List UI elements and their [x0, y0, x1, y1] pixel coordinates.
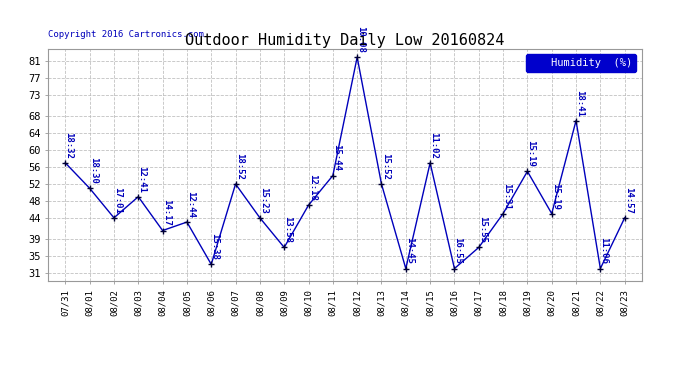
Text: 12:41: 12:41 — [137, 166, 146, 192]
Text: 15:44: 15:44 — [332, 144, 341, 171]
Text: 15:38: 15:38 — [210, 233, 219, 260]
Text: 13:58: 13:58 — [284, 216, 293, 243]
Text: 16:55: 16:55 — [453, 237, 462, 264]
Text: 15:31: 15:31 — [502, 183, 511, 209]
Title: Outdoor Humidity Daily Low 20160824: Outdoor Humidity Daily Low 20160824 — [186, 33, 504, 48]
Text: 12:44: 12:44 — [186, 191, 195, 218]
Text: 17:01: 17:01 — [113, 187, 122, 214]
Text: 14:45: 14:45 — [405, 237, 414, 264]
Text: 11:06: 11:06 — [600, 237, 609, 264]
Text: 12:18: 12:18 — [308, 174, 317, 201]
Text: 15:19: 15:19 — [551, 183, 560, 209]
Text: 18:52: 18:52 — [235, 153, 244, 180]
Text: 18:41: 18:41 — [575, 90, 584, 116]
Text: 14:57: 14:57 — [624, 187, 633, 214]
Text: 10:08: 10:08 — [356, 26, 365, 53]
Text: 18:30: 18:30 — [89, 157, 98, 184]
Text: 15:52: 15:52 — [381, 153, 390, 180]
Text: Copyright 2016 Cartronics.com: Copyright 2016 Cartronics.com — [48, 30, 204, 39]
Text: 15:23: 15:23 — [259, 187, 268, 214]
Legend: Humidity  (%): Humidity (%) — [526, 54, 636, 72]
Text: 18:32: 18:32 — [64, 132, 73, 159]
Text: 14:17: 14:17 — [161, 200, 170, 226]
Text: 11:02: 11:02 — [429, 132, 438, 159]
Text: 15:55: 15:55 — [478, 216, 487, 243]
Text: 15:19: 15:19 — [526, 140, 535, 167]
